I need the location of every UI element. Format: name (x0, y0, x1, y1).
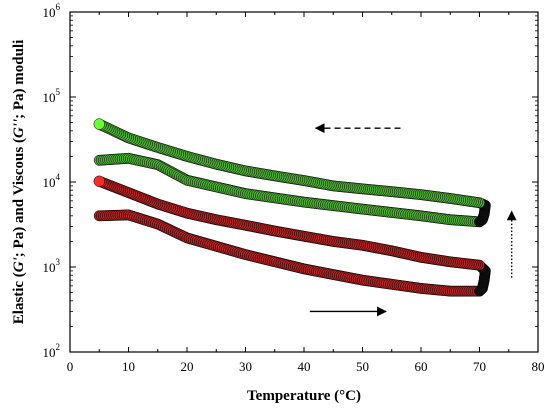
y-tick-label: 104 (43, 172, 61, 190)
x-tick-label: 30 (239, 359, 252, 374)
y-axis-title: Elastic (G'; Pa) and Viscous (G''; Pa) m… (11, 40, 27, 325)
y-tick-label: 103 (43, 257, 61, 275)
y-tick-label: 102 (43, 342, 61, 360)
x-tick-label: 0 (67, 359, 74, 374)
x-tick-label: 10 (122, 359, 135, 374)
x-ticks: 0 10 20 30 40 50 60 70 80 (67, 12, 545, 374)
x-tick-label: 60 (415, 359, 428, 374)
x-axis-title: Temperature (°C) (247, 388, 361, 404)
start-point (93, 175, 105, 187)
y-tick-label: 106 (43, 2, 61, 20)
x-tick-label: 20 (181, 359, 194, 374)
y-tick-label: 105 (43, 87, 61, 105)
x-tick-label: 40 (298, 359, 311, 374)
y-ticks: 102 103 104 105 106 (43, 2, 538, 360)
series-red (93, 175, 491, 297)
x-tick-label: 70 (473, 359, 486, 374)
x-tick-label: 50 (356, 359, 369, 374)
series-green (93, 118, 491, 228)
x-tick-label: 80 (532, 359, 545, 374)
annotation-layer (309, 123, 517, 317)
start-point (93, 118, 105, 130)
data-layer (93, 118, 491, 297)
